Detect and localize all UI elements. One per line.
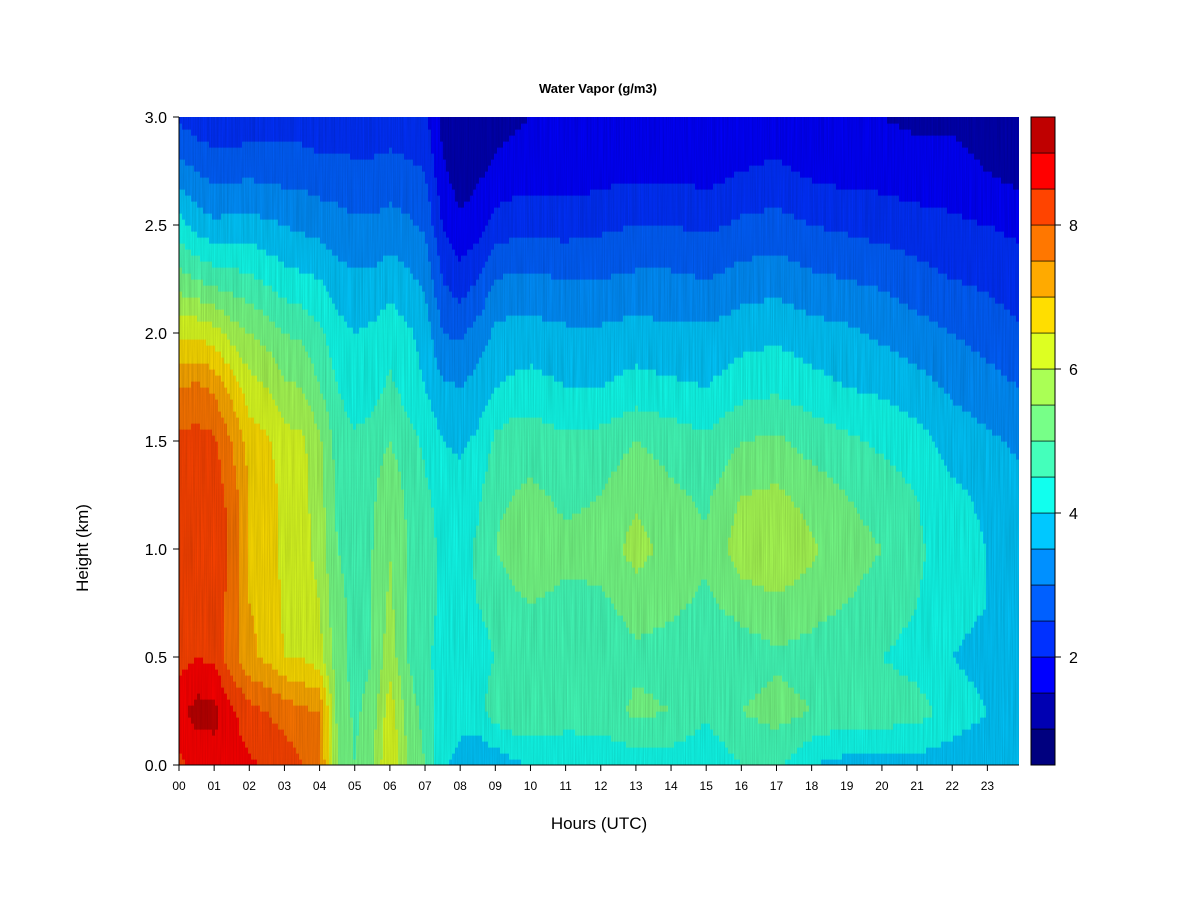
chart-title: Water Vapor (g/m3) [539,81,657,96]
